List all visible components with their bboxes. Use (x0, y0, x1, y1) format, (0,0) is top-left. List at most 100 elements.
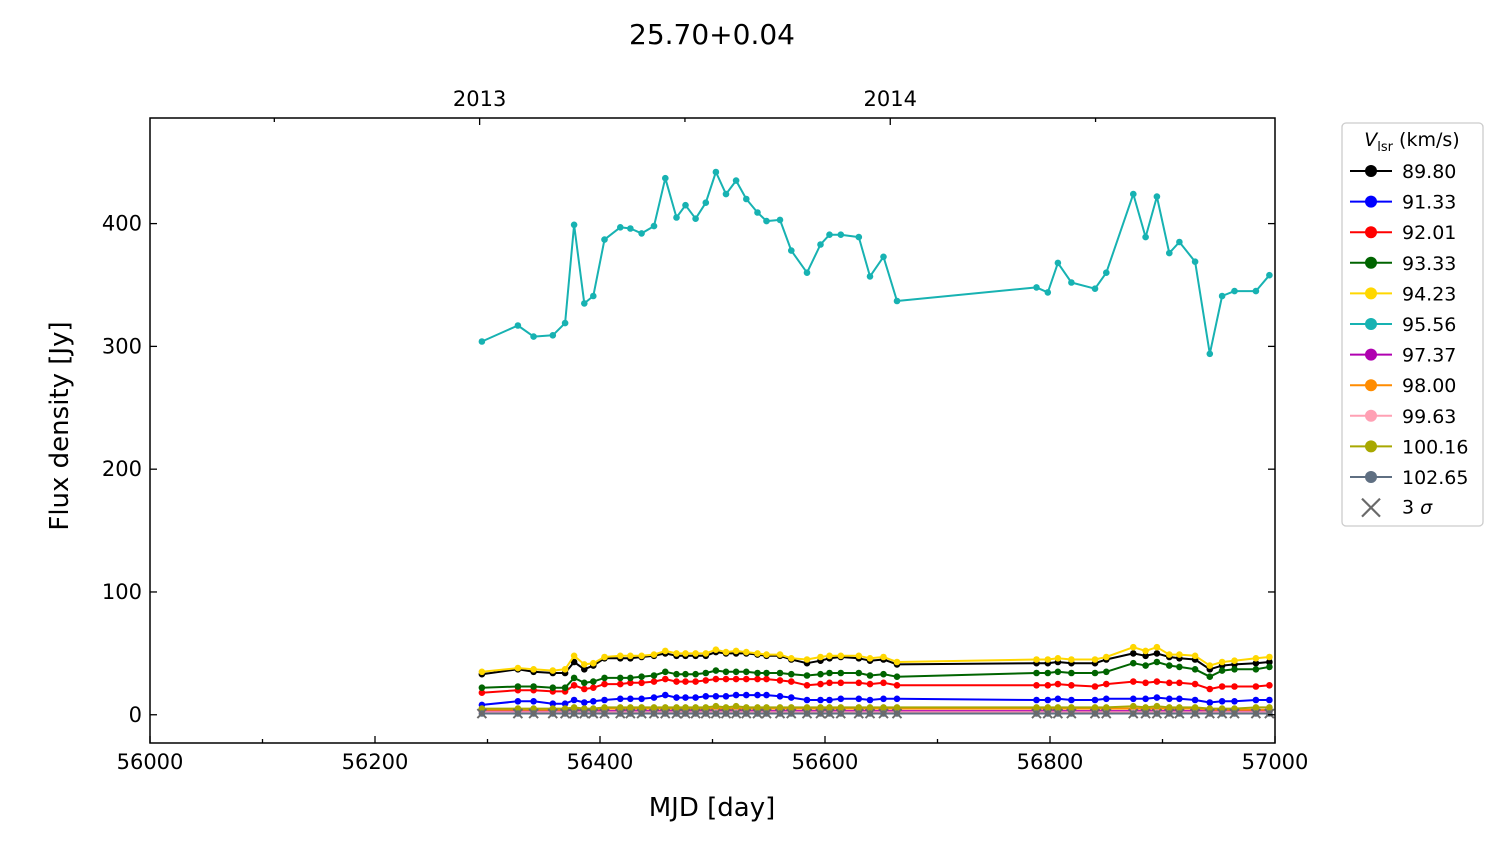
data-point (754, 669, 761, 677)
data-point (817, 241, 824, 248)
data-point (1252, 666, 1260, 673)
data-point (561, 705, 569, 712)
data-point (673, 678, 680, 685)
data-point (776, 693, 784, 700)
data-point (817, 680, 824, 688)
data-point (673, 214, 680, 221)
data-point (1231, 683, 1238, 690)
data-point (788, 694, 795, 701)
sigma-marker (1264, 708, 1275, 719)
data-point (1130, 702, 1137, 710)
x-axis-label: MJD [day] (649, 793, 776, 823)
sigma-marker (752, 708, 763, 719)
data-point (638, 673, 645, 680)
sigma-marker (1042, 708, 1053, 719)
legend-title: Vlsr (km/s) (1364, 129, 1459, 155)
data-point (803, 696, 811, 704)
data-point (1191, 666, 1199, 673)
sigma-marker (615, 708, 626, 719)
data-point (855, 652, 863, 660)
data-point (549, 684, 557, 691)
sigma-marker (700, 708, 711, 719)
data-point (743, 675, 750, 683)
legend-label: 94.23 (1402, 283, 1456, 305)
data-point (570, 658, 578, 666)
data-point (1231, 657, 1238, 664)
data-point (1142, 233, 1149, 241)
sigma-marker (1216, 708, 1228, 719)
data-point (1166, 679, 1173, 687)
data-point (1068, 696, 1075, 704)
data-point (712, 702, 720, 710)
data-point (1054, 259, 1062, 267)
data-point (880, 253, 887, 261)
data-point (478, 689, 486, 696)
data-point (601, 704, 608, 711)
data-point (1142, 695, 1149, 703)
legend-entry: 92.01 (1350, 222, 1456, 244)
sigma-marker (761, 708, 772, 719)
sigma-marker (801, 708, 813, 719)
data-point (682, 670, 689, 678)
data-point (788, 670, 795, 678)
series-line (481, 678, 1270, 694)
legend-entry-sigma: 3 σ (1361, 497, 1433, 519)
legend-entry: 102.65 (1350, 467, 1468, 489)
data-point (627, 674, 634, 682)
data-point (1130, 695, 1137, 703)
x-tick-label: 56400 (567, 750, 634, 774)
legend-entry: 97.37 (1350, 345, 1456, 367)
sigma-marker (730, 708, 742, 719)
data-point (662, 668, 669, 676)
sigma-marker (528, 708, 539, 719)
legend-entry: 91.33 (1350, 192, 1456, 214)
data-point (803, 672, 811, 679)
legend-swatch-marker (1365, 471, 1377, 483)
data-point (682, 201, 689, 209)
data-point (712, 693, 720, 700)
data-point (1266, 696, 1273, 704)
data-point (826, 669, 833, 677)
data-point (601, 674, 608, 682)
data-point (763, 675, 770, 683)
data-point (722, 704, 730, 711)
top-tick-label: 2014 (864, 87, 917, 111)
legend-entry: 94.23 (1350, 283, 1456, 305)
data-point (1103, 269, 1110, 277)
data-point (581, 666, 588, 673)
data-point (732, 691, 740, 699)
data-point (837, 669, 845, 677)
data-point (763, 669, 770, 677)
data-point (570, 674, 578, 682)
legend-label: 97.37 (1402, 345, 1456, 367)
data-point (1103, 704, 1110, 711)
data-point (866, 672, 874, 679)
data-point (826, 679, 833, 687)
data-point (662, 691, 669, 699)
legend-swatch-marker (1365, 379, 1377, 392)
legend-swatch-marker (1365, 348, 1377, 361)
data-point (581, 661, 588, 668)
data-point (712, 667, 720, 674)
data-point (837, 704, 845, 711)
sigma-marker (710, 708, 722, 719)
data-point (763, 651, 770, 658)
data-point (702, 669, 710, 677)
y-axis-label: Flux density [Jy] (45, 321, 75, 530)
data-point (478, 705, 486, 712)
data-point (712, 675, 720, 683)
data-point (1176, 695, 1183, 703)
data-point (712, 646, 720, 653)
data-point (826, 231, 833, 238)
data-point (1033, 656, 1040, 663)
sigma-marker (1066, 708, 1077, 719)
data-point (590, 292, 597, 300)
data-point (743, 668, 750, 676)
sigma-marker (648, 708, 660, 719)
data-point (514, 698, 522, 705)
data-point (817, 696, 824, 704)
data-point (776, 704, 784, 711)
data-point (1142, 679, 1149, 687)
series-92-01 (478, 675, 1273, 696)
